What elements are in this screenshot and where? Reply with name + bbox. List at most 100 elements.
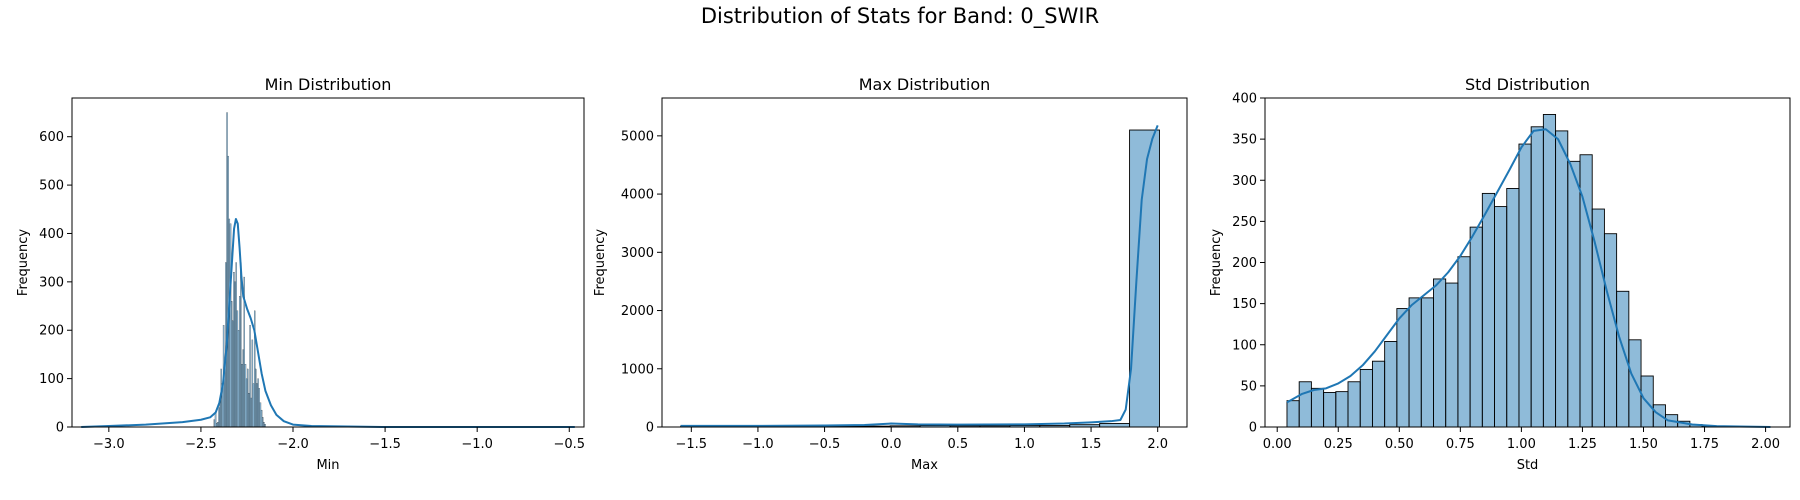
histogram-bar (1359, 368, 1373, 428)
x-tick-label: −0.5 (809, 437, 841, 452)
x-tick-label: 1.0 (1014, 437, 1035, 452)
histogram-bar (1542, 113, 1557, 428)
histogram-bar (234, 281, 236, 428)
subplot-1: −3.0 −2.5 −2.0 −1.5 −1.0 −0.5 0 100 200 300 400 500… (16, 75, 585, 473)
y-tick-label: 250 (1232, 215, 1257, 230)
histogram-bar (1494, 206, 1508, 428)
histogram-bar (259, 402, 262, 428)
y-tick-label: 350 (1232, 133, 1257, 148)
y-tick-label: 300 (39, 275, 64, 290)
subplot-2: −1.5 −1.0 −0.5 0.0 0.5 1.0 1.5 2.0 0 1000 2000 3000… (593, 75, 1188, 473)
y-axis-label: Frequency (593, 229, 608, 296)
x-tick-label: −0.5 (553, 437, 585, 452)
histogram-bar (1481, 192, 1495, 428)
histogram-bar (247, 368, 249, 428)
histogram-bar (216, 423, 218, 428)
y-tick-label: 200 (39, 324, 64, 339)
histogram-bar (1518, 143, 1532, 428)
histogram-bar (1530, 126, 1544, 428)
y-tick-label: 200 (1232, 256, 1257, 271)
x-axis-label: Min (316, 458, 339, 473)
histogram-bar (218, 407, 220, 428)
x-tick-label: −3.0 (93, 437, 125, 452)
histogram-bar (232, 320, 234, 428)
histogram-bar (236, 310, 239, 428)
x-tick-label: −2.0 (277, 437, 309, 452)
x-tick-label: 0.00 (1263, 437, 1292, 452)
x-tick-label: 0.0 (881, 437, 902, 452)
histogram-bar (1506, 188, 1520, 428)
x-tick-label: 0.50 (1385, 437, 1414, 452)
x-tick-label: −1.5 (676, 437, 708, 452)
x-tick-label: 1.50 (1629, 437, 1658, 452)
histogram-bar (235, 262, 237, 428)
histogram-bar (1433, 278, 1447, 428)
histogram-bar (1310, 387, 1325, 428)
y-axis-label: Frequency (16, 229, 31, 296)
y-tick-label: 4000 (621, 188, 654, 203)
histogram-bar (1469, 226, 1483, 428)
histogram-bar (1298, 381, 1312, 428)
y-axis-label: Frequency (1209, 229, 1224, 296)
x-tick-label: 1.00 (1507, 437, 1536, 452)
y-tick-label: 1000 (621, 362, 654, 377)
histogram-bar (258, 388, 260, 428)
histogram-bar (244, 364, 247, 428)
histogram-bar (240, 262, 242, 428)
x-tick-label: 1.75 (1690, 437, 1719, 452)
y-tick-label: 500 (39, 179, 64, 194)
histogram-bar (1099, 423, 1131, 428)
histogram-bar (1384, 341, 1398, 428)
x-tick-label: −1.5 (369, 437, 401, 452)
x-tick-label: −1.0 (461, 437, 493, 452)
histogram-bar (250, 397, 252, 428)
histogram-bar (1457, 256, 1471, 428)
histogram-bar (217, 422, 219, 428)
histogram-bar (227, 155, 229, 428)
histogram-bar (213, 419, 216, 428)
y-tick-label: 2000 (621, 304, 654, 319)
histogram-bar (1396, 308, 1410, 428)
x-axis-label: Max (911, 458, 938, 473)
y-tick-label: 0 (646, 421, 654, 436)
histogram-bar (1286, 400, 1300, 428)
histogram-bar (239, 296, 241, 428)
histogram-bar (237, 330, 240, 428)
histogram-bar (248, 393, 250, 428)
axes-frame (661, 97, 1188, 428)
histogram-bar (229, 223, 232, 428)
subplot-3: 0.00 0.25 0.50 0.75 1.00 1.25 1.50 1.75 2.00 0 50 1… (1209, 75, 1791, 473)
histogram-bar (1335, 391, 1349, 428)
subplot-title: Std Distribution (1465, 75, 1590, 94)
subplot-title: Min Distribution (265, 75, 392, 94)
x-tick-label: 2.0 (1147, 437, 1168, 452)
histogram-bar (242, 349, 244, 428)
x-tick-label: 1.5 (1081, 437, 1102, 452)
kde-line (680, 125, 1159, 427)
figure-title: Distribution of Stats for Band: 0_SWIR (700, 4, 1100, 28)
histogram-bar (251, 339, 254, 428)
y-tick-label: 100 (1232, 338, 1257, 353)
x-tick-label: 2.00 (1751, 437, 1780, 452)
histogram-bar (263, 422, 265, 428)
histogram-bar (260, 409, 263, 428)
histogram-bar (1628, 339, 1642, 428)
histogram-bar (255, 368, 257, 428)
histogram-bar (1567, 160, 1581, 428)
x-tick-label: −1.0 (742, 437, 774, 452)
histogram-bar (249, 325, 251, 428)
y-tick-label: 400 (39, 227, 64, 242)
x-tick-label: 0.25 (1324, 437, 1353, 452)
histogram-bar (230, 301, 233, 428)
subplot-title: Max Distribution (859, 75, 991, 94)
y-tick-label: 600 (39, 130, 64, 145)
histogram-bar (1603, 233, 1618, 428)
histogram-bar (1408, 297, 1422, 428)
histogram-bar (214, 412, 217, 428)
kde-line (1286, 128, 1771, 428)
histogram-bar (245, 378, 248, 428)
kde-line (81, 217, 575, 428)
histogram-bar (226, 112, 228, 428)
